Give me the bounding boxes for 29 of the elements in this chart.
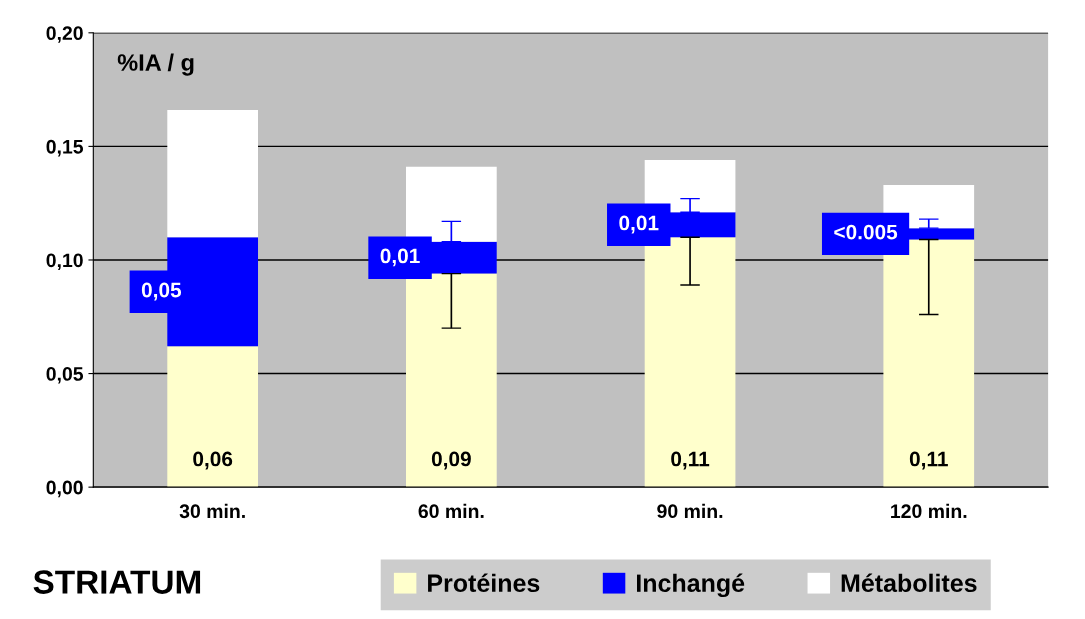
- x-tick-label: 90 min.: [657, 503, 723, 519]
- bar: [406, 166, 497, 242]
- x-tick-label: 120 min.: [891, 503, 967, 519]
- bar: [167, 110, 259, 238]
- y-tick-label: 0,00: [46, 480, 83, 498]
- bar: [883, 239, 975, 488]
- y-tick-label: 0,15: [46, 139, 84, 157]
- bar: [644, 237, 736, 488]
- data-label: 0,11: [909, 451, 948, 470]
- legend-label: Inchangé: [636, 573, 745, 598]
- data-label: 0,01: [380, 248, 420, 267]
- data-label: 0,11: [671, 451, 710, 470]
- y-tick-label: 0,10: [46, 253, 83, 271]
- bar: [167, 346, 259, 488]
- bar: [644, 160, 736, 213]
- data-label: <0.005: [834, 224, 898, 240]
- x-tick-label: 30 min.: [179, 503, 245, 519]
- data-label: 0,09: [431, 451, 471, 470]
- text: STRIATUM: [33, 570, 201, 594]
- data-label: 0,05: [141, 282, 182, 301]
- y-tick-label: 0,05: [46, 367, 84, 384]
- x-tick-label: 60 min.: [418, 503, 484, 519]
- data-label: 0,01: [619, 215, 659, 234]
- legend-label: Métabolites: [841, 573, 977, 593]
- bar: [406, 273, 497, 488]
- legend-label: Protéines: [428, 573, 540, 593]
- y-axis-title: %IA / g: [117, 53, 194, 76]
- y-tick-label: 0,20: [46, 26, 83, 43]
- data-label: 0,06: [193, 451, 233, 470]
